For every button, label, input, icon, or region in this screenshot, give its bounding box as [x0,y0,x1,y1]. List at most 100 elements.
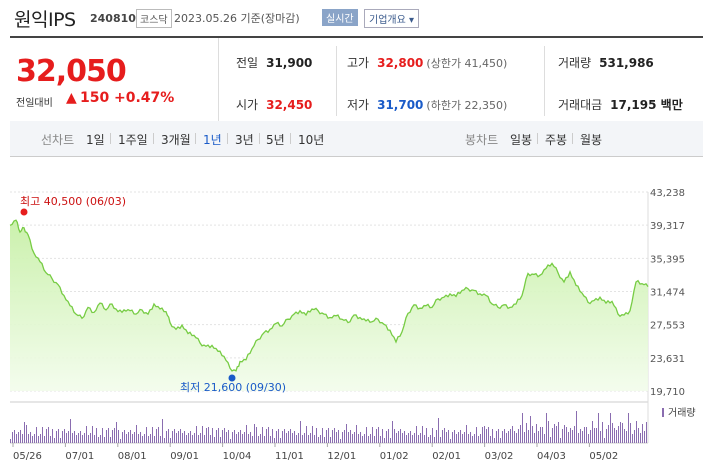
volume-bar [550,437,551,443]
divider [544,46,545,116]
tab-10year[interactable]: 10년 [298,133,325,147]
tab-5year[interactable]: 5년 [266,133,285,147]
volume-bar [514,431,515,443]
volume-bar [382,429,383,443]
volume-bar [554,424,555,443]
volume-bar [10,439,11,443]
up-arrow-icon: ▲ [66,90,77,106]
volume-bar [172,431,173,443]
volume-bar [390,438,391,443]
volume-bar [284,429,285,443]
volume-bar [572,430,573,443]
volume-bar [600,431,601,443]
volume-bar [330,437,331,443]
tab-daily-candle[interactable]: 일봉 [510,133,533,147]
volume-bar [94,435,95,443]
quote-panel: 32,050 전일대비 ▲ 150 +0.47% 전일 31,900 시가 32,4… [10,36,703,124]
volume-bar [394,429,395,443]
volume-bar [134,432,135,443]
volume-bar [542,427,543,443]
volume-bar [158,427,159,443]
volume-bar [100,435,101,443]
volume-bar [474,434,475,443]
volume-bar [90,433,91,443]
tab-monthly-candle[interactable]: 월봉 [580,133,603,147]
volume-bar [300,421,301,443]
tab-weekly-candle[interactable]: 주봉 [545,133,568,147]
open-price-label: 시가 [236,98,259,112]
volume-bar [30,432,31,443]
volume-bar [176,433,177,443]
x-tick-label: 04/03 [537,451,566,462]
volume-bar [458,432,459,443]
divider [290,133,291,144]
volume-bar [38,436,39,443]
volume-bar [588,434,589,443]
volume-bar [510,429,511,443]
open-price: 시가 32,450 [236,96,312,113]
volume-bar [484,426,485,443]
divider [572,133,573,144]
change-label: 전일대비 [16,98,53,109]
volume-bar [476,427,477,443]
volume-bar [328,428,329,443]
divider [259,133,260,144]
volume-bar [364,434,365,443]
volume-bar [486,429,487,443]
current-price-box: 32,050 전일대비 ▲ 150 +0.47% [10,38,219,123]
max-price-label: 최고 40,500 (06/03) [20,195,126,208]
volume-bar [384,438,385,443]
volume-bar [374,436,375,443]
volume-bar [234,430,235,443]
volume-bar [646,422,647,443]
volume-bar [190,431,191,443]
x-tick-label: 05/02 [589,451,618,462]
open-price-value: 32,450 [266,98,313,112]
volume-bar [450,439,451,443]
volume-bar [506,433,507,443]
volume-bar [608,425,609,443]
volume-bar [110,437,111,443]
volume-bar [292,433,293,443]
volume-bar [290,429,291,443]
tab-3month[interactable]: 3개월 [161,133,191,147]
min-price-label: 최저 21,600 (09/30) [180,381,286,394]
volume-bar [74,431,75,443]
divider [537,133,538,144]
volume-bar [270,436,271,443]
volume-bar [498,429,499,443]
volume-bar [512,426,513,443]
volume-bar [146,427,147,443]
volume-bar [118,430,119,443]
volume-bar [460,430,461,443]
x-tick-label: 12/01 [327,451,356,462]
company-overview-dropdown[interactable]: 기업개요 ▾ [364,9,420,28]
realtime-button[interactable]: 실시간 [322,9,358,26]
volume-bar [454,430,455,443]
volume-bar [502,431,503,443]
tab-1week[interactable]: 1주일 [118,133,148,147]
volume: 거래량 531,986 [558,54,654,71]
current-price: 32,050 [16,54,127,89]
tab-1day[interactable]: 1일 [86,133,105,147]
volume-bar [36,427,37,443]
volume-bar [168,429,169,443]
volume-bar [212,428,213,443]
volume-bar [538,431,539,443]
volume-bar [380,436,381,443]
volume-bar [228,430,229,443]
tab-1year[interactable]: 1년 [203,133,222,147]
volume-bar [296,435,297,443]
price-area [10,220,648,391]
price-chart[interactable]: 43,238 39,317 35,395 31,474 27,553 23,631 19,7… [0,168,703,475]
volume-bar [354,432,355,443]
volume-bar [320,435,321,443]
volume-bar [188,433,189,443]
volume-bar [376,429,377,443]
volume-bar [22,434,23,443]
volume-bar [174,429,175,443]
volume-bar [142,436,143,443]
volume-bar [532,426,533,443]
volume-bar [378,427,379,443]
tab-3year[interactable]: 3년 [235,133,254,147]
